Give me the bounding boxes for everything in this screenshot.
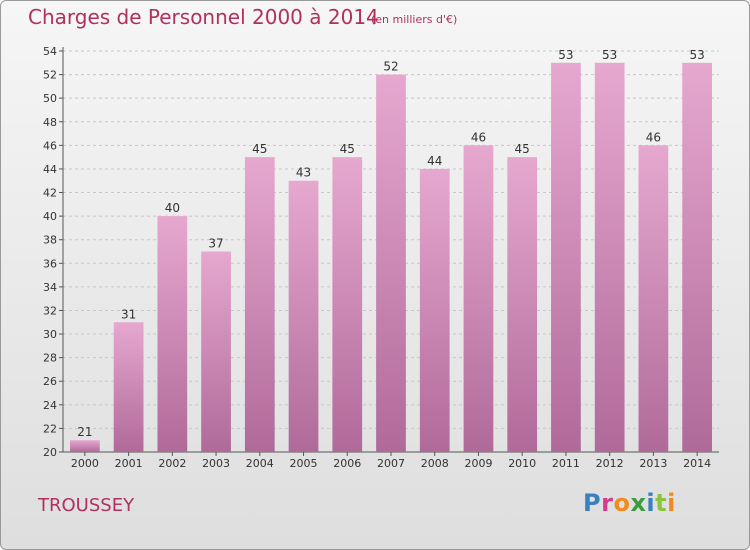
bar	[288, 180, 319, 452]
bar-value-label: 53	[689, 48, 704, 62]
bar-value-label: 45	[340, 142, 355, 156]
y-tick-label: 24	[43, 399, 57, 412]
bar	[638, 145, 669, 452]
bar-value-label: 45	[515, 142, 530, 156]
y-tick-label: 28	[43, 352, 57, 365]
x-tick-label: 2010	[508, 457, 536, 470]
y-tick-label: 52	[43, 69, 57, 82]
y-tick-label: 46	[43, 139, 57, 152]
y-tick-label: 40	[43, 210, 57, 223]
y-tick-label: 44	[43, 163, 57, 176]
bar-value-label: 53	[602, 48, 617, 62]
logo-letter: i	[667, 489, 676, 517]
bar	[201, 251, 231, 452]
y-tick-label: 22	[43, 422, 57, 435]
chart-subtitle: (en milliers d'€)	[371, 13, 458, 26]
bar	[244, 157, 275, 452]
bar	[113, 322, 144, 452]
x-tick-label: 2006	[333, 457, 361, 470]
logo-letter: P	[583, 489, 602, 517]
y-tick-label: 36	[43, 257, 57, 270]
bar-value-label: 45	[252, 142, 267, 156]
y-tick-label: 34	[43, 281, 57, 294]
logo-letter: t	[655, 489, 668, 517]
bar	[551, 62, 581, 452]
x-tick-label: 2012	[596, 457, 624, 470]
x-tick-label: 2001	[115, 457, 143, 470]
bar	[69, 440, 100, 452]
bar-value-label: 53	[558, 48, 573, 62]
bar	[157, 216, 188, 452]
y-tick-label: 26	[43, 375, 57, 388]
x-tick-label: 2011	[552, 457, 580, 470]
bar-value-label: 43	[296, 166, 311, 180]
logo-letter: r	[601, 489, 614, 517]
y-tick-label: 38	[43, 234, 57, 247]
y-tick-label: 30	[43, 328, 57, 341]
bar-value-label: 44	[427, 154, 442, 168]
bar-value-label: 37	[208, 237, 223, 251]
chart-title: Charges de Personnel 2000 à 2014	[28, 5, 379, 29]
x-tick-label: 2014	[683, 457, 711, 470]
x-tick-label: 2013	[639, 457, 667, 470]
bar	[594, 62, 625, 452]
bar-value-label: 31	[121, 307, 136, 321]
x-tick-label: 2009	[464, 457, 492, 470]
x-tick-label: 2007	[377, 457, 405, 470]
x-tick-label: 2002	[158, 457, 186, 470]
logo-letter: o	[613, 489, 631, 517]
bar	[376, 74, 406, 453]
x-tick-label: 2005	[290, 457, 318, 470]
value-labels: 21 31 40 37 45 43 45 52 44 46 45 53 53 46 53	[77, 48, 705, 439]
logo-letter: i	[646, 489, 656, 517]
y-tick-label: 54	[43, 45, 57, 58]
x-tick-label: 2003	[202, 457, 230, 470]
y-tick-label: 42	[43, 187, 57, 200]
x-tick-labels: 2000 2001 2002 2003 2004 2005 2006 2007 2008 2009…	[71, 457, 711, 470]
y-tick-label: 50	[43, 92, 57, 105]
x-tick-label: 2008	[421, 457, 449, 470]
y-tick-label: 32	[43, 304, 57, 317]
y-tick-label: 20	[43, 446, 57, 459]
bar	[419, 168, 450, 453]
y-tick-labels: 20 22 24 26 28 30 32 34 36 38 40 42 44 46 48 50 52 54	[43, 45, 57, 459]
bar	[332, 157, 363, 452]
logo-letter: x	[630, 489, 647, 517]
bar-value-label: 21	[77, 425, 92, 439]
bar-value-label: 40	[165, 201, 180, 215]
proxiti-logo: Proxiti	[583, 489, 676, 517]
x-tick-label: 2000	[71, 457, 99, 470]
bar	[463, 145, 494, 452]
bar-value-label: 46	[471, 130, 486, 144]
bar-value-label: 46	[646, 130, 661, 144]
bars	[69, 62, 713, 453]
bar	[682, 62, 713, 452]
y-tick-label: 48	[43, 116, 57, 129]
place-name: TROUSSEY	[38, 495, 135, 516]
x-tick-label: 2004	[246, 457, 274, 470]
bar-value-label: 52	[383, 60, 398, 74]
bar	[507, 157, 538, 452]
